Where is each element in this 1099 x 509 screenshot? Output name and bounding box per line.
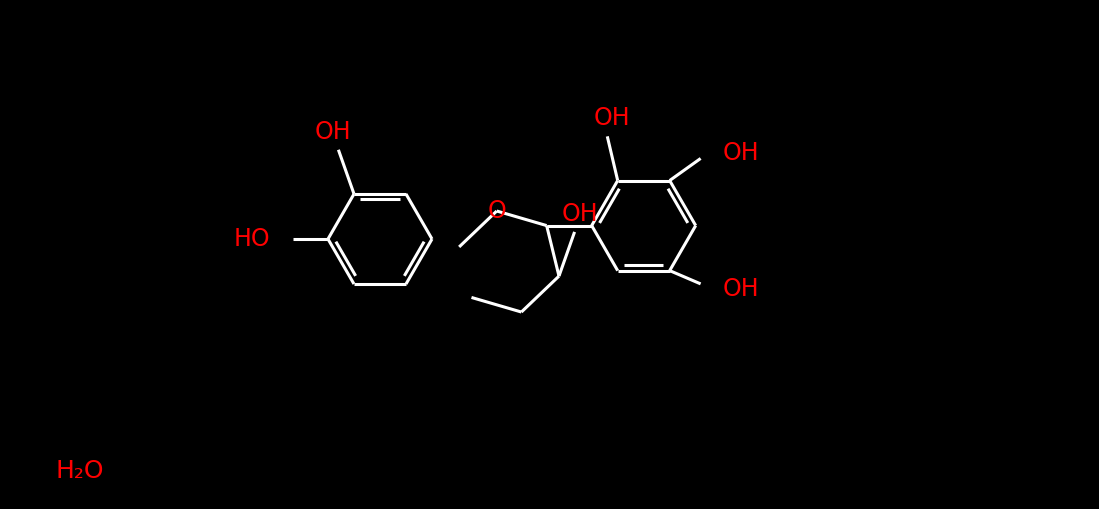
Text: OH: OH (723, 277, 759, 301)
Text: OH: OH (593, 106, 631, 130)
Text: OH: OH (562, 202, 598, 226)
Text: OH: OH (723, 142, 759, 165)
Text: H₂O: H₂O (55, 459, 103, 483)
Text: HO: HO (234, 227, 270, 251)
Text: OH: OH (315, 120, 352, 144)
Text: O: O (487, 199, 507, 223)
